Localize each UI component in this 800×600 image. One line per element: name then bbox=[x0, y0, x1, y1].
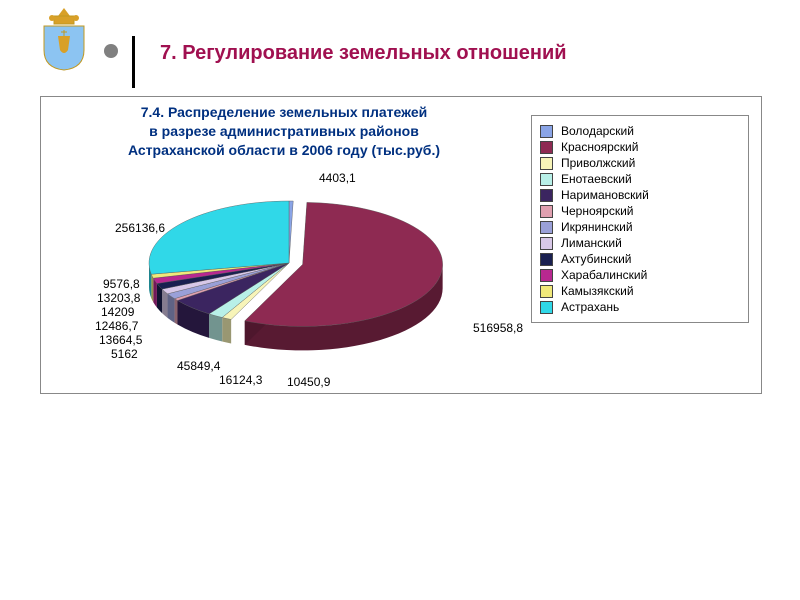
legend-swatch bbox=[540, 221, 553, 234]
pie-slice-side bbox=[175, 299, 178, 325]
chart-container: 7.4. Распределение земельных платежей в … bbox=[40, 96, 762, 394]
data-label: 516958,8 bbox=[473, 321, 523, 335]
pie-slice-side bbox=[209, 314, 222, 342]
legend-item: Володарский bbox=[540, 124, 740, 138]
legend-label: Наримановский bbox=[561, 188, 649, 202]
bullet-icon bbox=[104, 44, 118, 58]
pie-slice bbox=[289, 201, 293, 263]
chart-title-line: в разрезе административных районов bbox=[149, 123, 419, 139]
data-label: 13203,8 bbox=[97, 291, 140, 305]
pie-slice-side bbox=[222, 317, 231, 343]
legend-label: Харабалинский bbox=[561, 268, 647, 282]
legend-item: Приволжский bbox=[540, 156, 740, 170]
legend-item: Красноярский bbox=[540, 140, 740, 154]
data-label: 4403,1 bbox=[319, 171, 356, 185]
legend-label: Красноярский bbox=[561, 140, 638, 154]
legend-item: Наримановский bbox=[540, 188, 740, 202]
legend-swatch bbox=[540, 253, 553, 266]
legend-swatch bbox=[540, 269, 553, 282]
legend-label: Камызякский bbox=[561, 284, 634, 298]
legend-label: Черноярский bbox=[561, 204, 633, 218]
data-label: 12486,7 bbox=[95, 319, 138, 333]
data-label: 10450,9 bbox=[287, 375, 330, 389]
legend-label: Астрахань bbox=[561, 300, 619, 314]
legend-item: Енотаевский bbox=[540, 172, 740, 186]
data-label: 45849,4 bbox=[177, 359, 220, 373]
legend-swatch bbox=[540, 301, 553, 314]
coat-of-arms bbox=[36, 6, 92, 72]
data-label: 5162 bbox=[111, 347, 138, 361]
legend-swatch bbox=[540, 141, 553, 154]
data-label: 256136,6 bbox=[115, 221, 165, 235]
legend-label: Приволжский bbox=[561, 156, 635, 170]
legend-item: Ахтубинский bbox=[540, 252, 740, 266]
legend-label: Икрянинский bbox=[561, 220, 633, 234]
chart-title-line: Астраханской области в 2006 году (тыс.ру… bbox=[128, 142, 440, 158]
legend-item: Харабалинский bbox=[540, 268, 740, 282]
legend-swatch bbox=[540, 157, 553, 170]
legend-item: Астрахань bbox=[540, 300, 740, 314]
legend-swatch bbox=[540, 189, 553, 202]
slide-title: 7. Регулирование земельных отношений bbox=[160, 42, 567, 65]
chart-title: 7.4. Распределение земельных платежей в … bbox=[41, 103, 527, 160]
data-label: 9576,8 bbox=[103, 277, 140, 291]
title-separator bbox=[132, 36, 135, 88]
legend-swatch bbox=[540, 125, 553, 138]
legend-label: Володарский bbox=[561, 124, 634, 138]
pie-slice bbox=[149, 201, 289, 274]
legend-item: Икрянинский bbox=[540, 220, 740, 234]
legend: Володарский Красноярский Приволжский Енотае… bbox=[531, 115, 749, 323]
legend-label: Ахтубинский bbox=[561, 252, 632, 266]
legend-label: Лиманский bbox=[561, 236, 622, 250]
data-label: 14209 bbox=[101, 305, 134, 319]
pie-chart bbox=[111, 187, 457, 367]
legend-item: Камызякский bbox=[540, 284, 740, 298]
legend-item: Лиманский bbox=[540, 236, 740, 250]
legend-item: Черноярский bbox=[540, 204, 740, 218]
data-label: 13664,5 bbox=[99, 333, 142, 347]
pie-slice-side bbox=[151, 274, 153, 302]
chart-title-line: 7.4. Распределение земельных платежей bbox=[141, 104, 428, 120]
legend-swatch bbox=[540, 285, 553, 298]
data-label: 16124,3 bbox=[219, 373, 262, 387]
legend-label: Енотаевский bbox=[561, 172, 632, 186]
legend-swatch bbox=[540, 173, 553, 186]
legend-swatch bbox=[540, 205, 553, 218]
legend-swatch bbox=[540, 237, 553, 250]
